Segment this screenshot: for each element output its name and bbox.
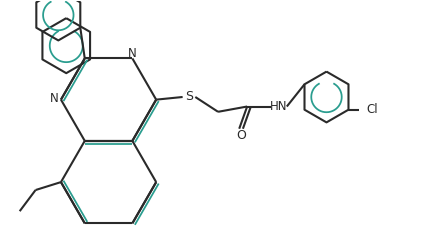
Text: N: N — [50, 92, 59, 105]
Text: S: S — [185, 90, 193, 104]
Text: Cl: Cl — [366, 103, 378, 116]
Text: O: O — [236, 128, 246, 141]
Text: HN: HN — [270, 100, 288, 113]
Text: N: N — [128, 46, 137, 60]
